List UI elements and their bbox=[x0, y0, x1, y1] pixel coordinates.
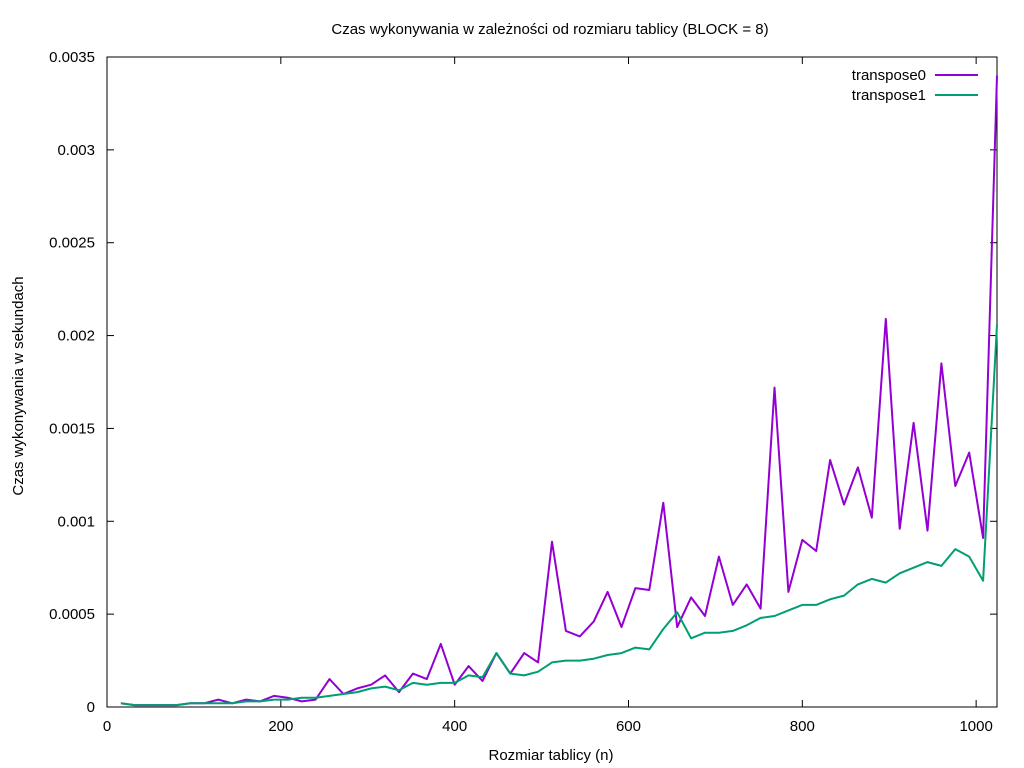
legend-label-transpose1: transpose1 bbox=[852, 87, 926, 104]
y-tick-label: 0 bbox=[87, 699, 95, 716]
y-tick-label: 0.002 bbox=[57, 328, 95, 345]
x-tick-label: 200 bbox=[268, 718, 293, 735]
y-tick-label: 0.0035 bbox=[49, 49, 95, 66]
x-axis-label: Rozmiar tablicy (n) bbox=[488, 747, 613, 764]
legend: transpose0 transpose1 bbox=[852, 67, 978, 104]
y-axis-label: Czas wykonywania w sekundach bbox=[10, 276, 27, 495]
plot-frame bbox=[106, 56, 998, 708]
x-tick-label: 800 bbox=[790, 718, 815, 735]
y-tick-label: 0.0005 bbox=[49, 606, 95, 623]
series-lines bbox=[120, 75, 998, 707]
chart-title: Czas wykonywania w zależności od rozmiar… bbox=[331, 21, 768, 38]
x-tick-label: 600 bbox=[616, 718, 641, 735]
series-line-transpose1 bbox=[120, 324, 998, 707]
axis-ticks: 0 200 400 600 800 1000 0 0.0005 0.001 0.0015 0.002… bbox=[49, 49, 997, 735]
x-tick-label: 0 bbox=[103, 718, 111, 735]
y-tick-label: 0.003 bbox=[57, 142, 95, 159]
x-tick-label: 400 bbox=[442, 718, 467, 735]
x-tick-label: 1000 bbox=[959, 718, 992, 735]
y-tick-label: 0.0015 bbox=[49, 420, 95, 437]
y-tick-label: 0.0025 bbox=[49, 235, 95, 252]
y-tick-label: 0.001 bbox=[57, 513, 95, 530]
legend-label-transpose0: transpose0 bbox=[852, 67, 926, 84]
series-line-transpose0 bbox=[120, 75, 998, 707]
